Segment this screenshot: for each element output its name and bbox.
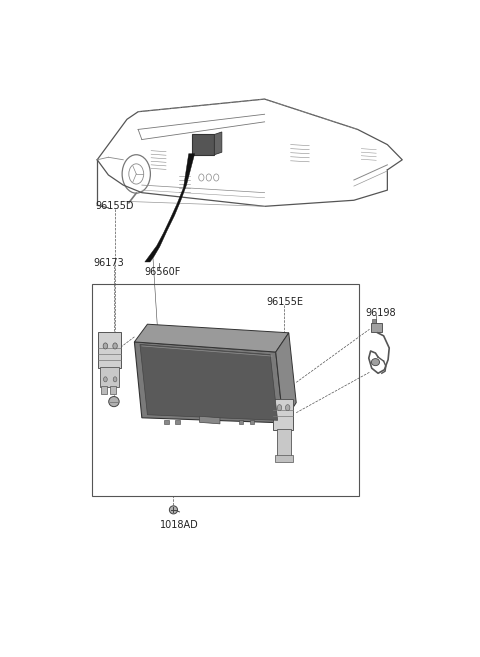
Text: 96560F: 96560F bbox=[144, 361, 180, 371]
Polygon shape bbox=[134, 342, 283, 423]
Circle shape bbox=[113, 343, 117, 349]
Text: 96155D: 96155D bbox=[96, 201, 134, 212]
Polygon shape bbox=[192, 135, 215, 155]
Bar bbox=[371, 323, 382, 332]
Bar bbox=[164, 420, 168, 424]
Text: 96198: 96198 bbox=[365, 307, 396, 317]
Ellipse shape bbox=[109, 397, 119, 407]
Polygon shape bbox=[200, 417, 220, 424]
Bar bbox=[276, 430, 291, 456]
Bar bbox=[372, 319, 376, 323]
Circle shape bbox=[104, 377, 107, 382]
Ellipse shape bbox=[372, 359, 380, 366]
Circle shape bbox=[113, 377, 117, 382]
Circle shape bbox=[103, 343, 108, 349]
Ellipse shape bbox=[169, 506, 178, 514]
Bar bbox=[250, 420, 254, 424]
Bar bbox=[110, 386, 116, 394]
Bar bbox=[101, 386, 107, 394]
Polygon shape bbox=[134, 324, 289, 352]
Bar bbox=[98, 332, 121, 368]
Bar bbox=[239, 420, 243, 424]
Bar bbox=[100, 367, 119, 388]
Text: 96560F: 96560F bbox=[144, 267, 180, 277]
Bar bbox=[175, 420, 180, 424]
Bar bbox=[92, 284, 360, 496]
Polygon shape bbox=[215, 132, 222, 155]
Text: 96173: 96173 bbox=[93, 258, 124, 269]
Polygon shape bbox=[145, 154, 195, 262]
Bar bbox=[275, 455, 293, 463]
Circle shape bbox=[286, 405, 290, 411]
Polygon shape bbox=[140, 344, 277, 420]
Text: 96155E: 96155E bbox=[266, 298, 303, 307]
Circle shape bbox=[277, 405, 282, 411]
Polygon shape bbox=[276, 333, 296, 423]
Bar bbox=[273, 399, 293, 430]
Text: 1018AD: 1018AD bbox=[160, 520, 198, 530]
